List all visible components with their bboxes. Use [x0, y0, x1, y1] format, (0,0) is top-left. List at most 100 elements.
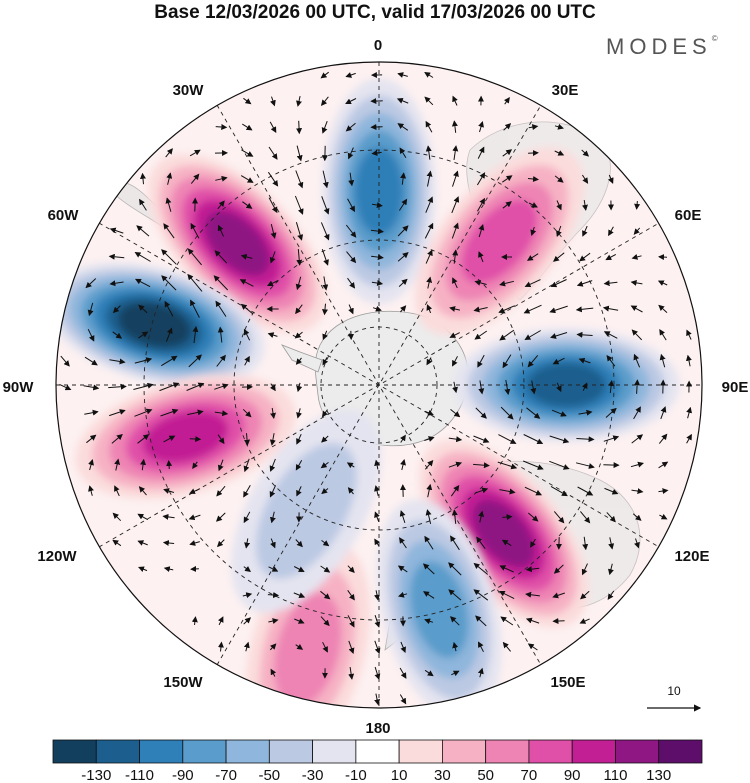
wind-arrow	[321, 539, 330, 547]
lon-label-60e: 60E	[675, 207, 702, 224]
anomaly-contour	[410, 561, 469, 659]
wind-arrow	[348, 304, 354, 315]
wind-arrow	[554, 175, 564, 183]
wind-arrow	[217, 434, 225, 445]
wind-arrow	[426, 357, 433, 366]
wind-arrow	[478, 641, 484, 653]
wind-arrow	[348, 667, 355, 680]
wind-arrow	[530, 226, 537, 236]
wind-arrow	[631, 329, 643, 341]
wind-arrow	[345, 72, 356, 78]
wind-arrow	[452, 641, 459, 652]
wind-arrow	[477, 146, 485, 159]
wind-arrow	[449, 332, 460, 338]
wind-arrow	[112, 305, 121, 314]
wind-arrow	[217, 200, 225, 210]
wind-arrow	[217, 459, 224, 472]
wind-arrow	[347, 277, 356, 289]
wind-arrow	[87, 328, 95, 342]
anomaly-contour	[142, 410, 229, 463]
wind-arrow	[214, 410, 229, 417]
wind-arrow	[164, 300, 174, 317]
wind-arrow	[295, 643, 304, 650]
wind-arrow	[396, 97, 409, 104]
wind-arrow	[269, 511, 276, 524]
wind-arrow	[525, 566, 540, 573]
wind-arrow	[527, 512, 539, 522]
wind-arrow	[475, 407, 487, 419]
wind-arrow	[397, 565, 408, 573]
wind-arrow	[549, 305, 568, 314]
wind-arrow	[424, 409, 434, 416]
anomaly-pos-105W	[75, 374, 296, 500]
wind-arrow	[267, 592, 280, 598]
wind-arrow	[161, 275, 177, 291]
wind-arrow	[60, 355, 70, 367]
lon-label-180: 180	[365, 720, 390, 737]
wind-arrow	[216, 354, 226, 367]
wind-arrow	[527, 643, 538, 651]
wind-arrow	[84, 356, 98, 366]
wind-arrow	[477, 667, 484, 678]
lon-label-120w: 120W	[37, 548, 77, 565]
wind-arrow	[161, 355, 178, 367]
wind-arrow	[165, 197, 172, 212]
wind-arrow	[134, 251, 151, 262]
anomaly-contour	[461, 199, 538, 284]
wind-arrow	[554, 123, 564, 130]
wind-arrow	[346, 251, 357, 264]
wind-arrow	[321, 121, 328, 134]
wind-arrow	[322, 276, 329, 291]
wind-arrow	[576, 436, 595, 443]
wind-arrow	[524, 330, 541, 341]
wind-arrow	[426, 276, 433, 289]
wind-arrow	[321, 487, 329, 495]
wind-arrow	[606, 512, 616, 523]
wind-arrow	[189, 149, 201, 157]
wind-arrow	[88, 485, 94, 496]
wind-arrow	[215, 300, 227, 317]
wind-arrow	[162, 513, 175, 520]
wind-arrow	[322, 330, 328, 341]
wind-arrow	[497, 461, 518, 470]
wind-arrow	[189, 540, 200, 546]
wind-arrow	[422, 563, 435, 575]
wind-arrow	[188, 514, 201, 521]
wind-arrow	[448, 589, 462, 601]
wind-arrow	[556, 225, 562, 237]
wind-arrow	[268, 146, 278, 160]
colorbar-swatch	[658, 739, 703, 764]
wind-arrow	[165, 327, 173, 342]
wind-arrow	[137, 540, 148, 546]
wind-arrow	[243, 458, 250, 473]
wind-arrow	[452, 277, 458, 289]
wind-arrow	[478, 380, 485, 395]
wind-arrow	[294, 618, 305, 624]
wind-arrow	[296, 433, 302, 445]
wind-arrow	[633, 227, 641, 235]
wind-arrow	[218, 616, 224, 626]
wind-arrow	[347, 487, 354, 495]
wind-arrow	[242, 592, 253, 599]
copyright-mark: ©	[711, 34, 718, 43]
wind-arrow	[498, 590, 515, 600]
wind-arrow	[267, 279, 279, 287]
wind-arrow	[374, 666, 381, 680]
wind-arrow	[112, 331, 123, 339]
wind-arrow	[371, 149, 382, 156]
wind-arrow	[374, 485, 380, 497]
wind-arrow	[371, 254, 384, 261]
wind-arrow	[448, 562, 462, 576]
wind-arrow	[477, 197, 485, 212]
wind-arrow	[686, 406, 692, 419]
wind-arrow	[137, 513, 149, 521]
wind-arrow	[523, 434, 544, 445]
wind-arrow	[243, 328, 251, 341]
wind-arrow	[217, 641, 224, 652]
wind-arrow	[658, 304, 668, 313]
wind-arrow	[502, 149, 513, 157]
wind-arrow	[241, 149, 254, 157]
wind-arrow	[296, 95, 302, 107]
wind-arrow	[243, 641, 250, 652]
wind-arrow	[190, 173, 200, 184]
